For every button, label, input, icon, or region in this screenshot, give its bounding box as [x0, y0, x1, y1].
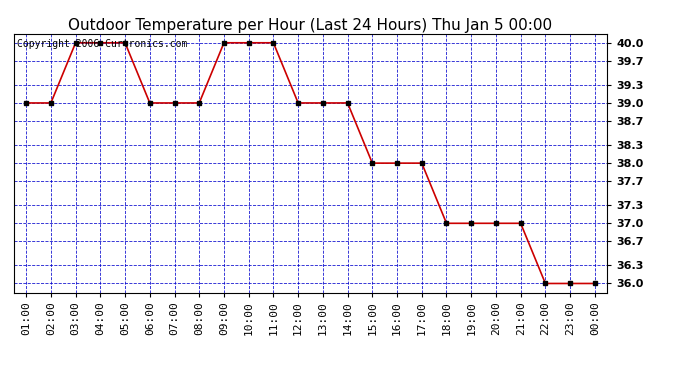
Title: Outdoor Temperature per Hour (Last 24 Hours) Thu Jan 5 00:00: Outdoor Temperature per Hour (Last 24 Ho…: [68, 18, 553, 33]
Text: Copyright 2006 Curtronics.com: Copyright 2006 Curtronics.com: [17, 39, 187, 49]
